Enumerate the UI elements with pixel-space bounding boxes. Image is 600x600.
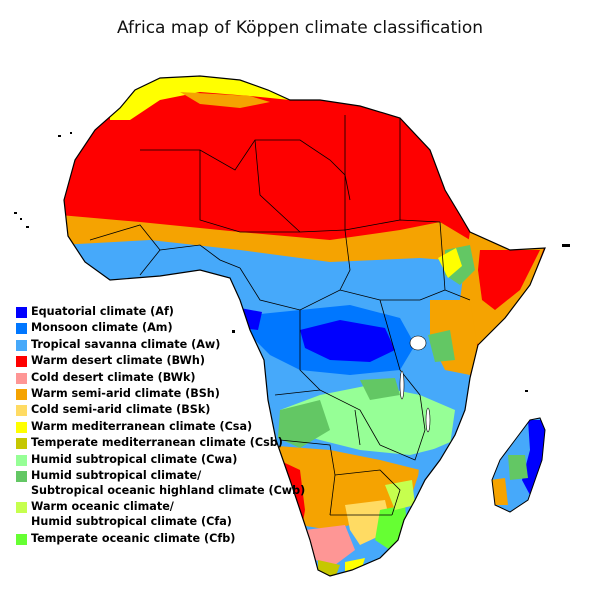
legend-item-bwh: Warm desert climate (BWh) — [16, 354, 306, 368]
legend-swatch — [16, 372, 27, 384]
border-line — [344, 115, 441, 231]
legend-item-bwk: Cold desert climate (BWk) — [16, 370, 306, 385]
legend-item-af: Equatorial climate (Af) — [16, 305, 306, 319]
legend-item-bsh: Warm semi-arid climate (BSh) — [16, 386, 306, 401]
legend-label: Cold semi-arid climate (BSk) — [31, 403, 211, 417]
legend-swatch — [16, 339, 27, 351]
legend-label: Humid subtropical climate/ Subtropical o… — [31, 468, 306, 497]
island — [70, 132, 72, 134]
legend-label: Cold desert climate (BWk) — [31, 370, 196, 384]
legend-label: Temperate mediterranean climate (Csb) — [31, 436, 283, 450]
legend-swatch — [16, 421, 27, 433]
lakes — [399, 335, 431, 433]
map-title: Africa map of Köppen climate classificat… — [116, 18, 484, 38]
region-cfa-south — [385, 480, 415, 510]
region-cwa-south — [280, 385, 455, 455]
border-line — [159, 244, 241, 269]
legend-item-cfb: Temperate oceanic climate (Cfb) — [16, 531, 306, 546]
border-line — [199, 150, 346, 233]
region-bwh-horn — [478, 250, 540, 310]
border-line — [379, 299, 421, 396]
legend-item-aw: Tropical savanna climate (Aw) — [16, 337, 306, 352]
africa-outline — [63, 75, 546, 577]
region-cfb-south — [375, 505, 408, 550]
region-cwb-east — [428, 330, 455, 362]
small-islands — [14, 132, 570, 392]
legend-label: Equatorial climate (Af) — [31, 305, 174, 318]
island — [232, 330, 235, 333]
legend-item-bsk: Cold semi-arid climate (BSk) — [16, 403, 306, 417]
border-line — [439, 221, 471, 301]
legend-item-cwa: Humid subtropical climate (Cwa) — [16, 452, 306, 467]
madagascar-outline — [491, 417, 546, 513]
region-cwb-south — [278, 400, 330, 448]
border-line — [279, 439, 336, 516]
lake-malawi — [425, 407, 431, 433]
climate-legend: Equatorial climate (Af) Monsoon climate (… — [16, 305, 306, 549]
legend-swatch — [16, 356, 27, 368]
legend-label: Warm mediterranean climate (Csa) — [31, 419, 253, 433]
legend-swatch — [16, 307, 27, 318]
border-line — [299, 310, 321, 391]
region-af-congo — [300, 320, 395, 362]
border-line — [274, 389, 381, 446]
legend-label: Monsoon climate (Am) — [31, 321, 173, 335]
island — [26, 226, 29, 228]
region-csa-ethiopia — [438, 248, 462, 278]
island — [562, 244, 570, 247]
border-line — [379, 394, 426, 461]
region-cwb-zambia — [360, 378, 400, 400]
island — [20, 218, 22, 220]
legend-label: Warm oceanic climate/ Humid subtropical … — [31, 500, 232, 529]
lake-victoria — [409, 335, 427, 351]
lake-tanganyika — [399, 370, 405, 400]
border-line — [89, 224, 161, 276]
legend-swatch — [16, 470, 27, 482]
legend-swatch — [16, 454, 27, 466]
legend-label: Warm desert climate (BWh) — [31, 354, 205, 368]
legend-swatch — [16, 533, 27, 545]
region-bwk-karoo — [305, 525, 355, 565]
legend-swatch — [16, 438, 27, 450]
region-csa-north — [110, 76, 290, 120]
country-borders — [89, 115, 471, 516]
legend-swatch — [16, 405, 27, 417]
island — [525, 390, 528, 392]
legend-item-csa: Warm mediterranean climate (Csa) — [16, 419, 306, 434]
madagascar — [492, 418, 545, 512]
legend-item-csb: Temperate mediterranean climate (Csb) — [16, 436, 306, 450]
border-line — [339, 229, 351, 291]
legend-item-am: Monsoon climate (Am) — [16, 321, 306, 335]
legend-swatch — [16, 502, 27, 514]
legend-swatch — [16, 388, 27, 400]
island — [58, 135, 61, 137]
legend-label: Tropical savanna climate (Aw) — [31, 337, 221, 351]
legend-label: Temperate oceanic climate (Cfb) — [31, 531, 236, 545]
border-line — [354, 409, 361, 446]
border-line — [140, 139, 351, 201]
legend-item-cfa: Warm oceanic climate/ Humid subtropical … — [16, 500, 306, 529]
region-cwb-madagascar — [508, 455, 528, 480]
region-bsh-north — [180, 92, 270, 108]
border-line — [334, 469, 401, 516]
region-af-madagascar — [522, 420, 545, 495]
legend-item-cwb: Humid subtropical climate/ Subtropical o… — [16, 468, 306, 498]
island — [14, 212, 17, 214]
legend-label: Warm semi-arid climate (BSh) — [31, 386, 220, 400]
border-line — [254, 139, 301, 233]
legend-swatch — [16, 323, 27, 335]
legend-label: Humid subtropical climate (Cwa) — [31, 452, 238, 466]
